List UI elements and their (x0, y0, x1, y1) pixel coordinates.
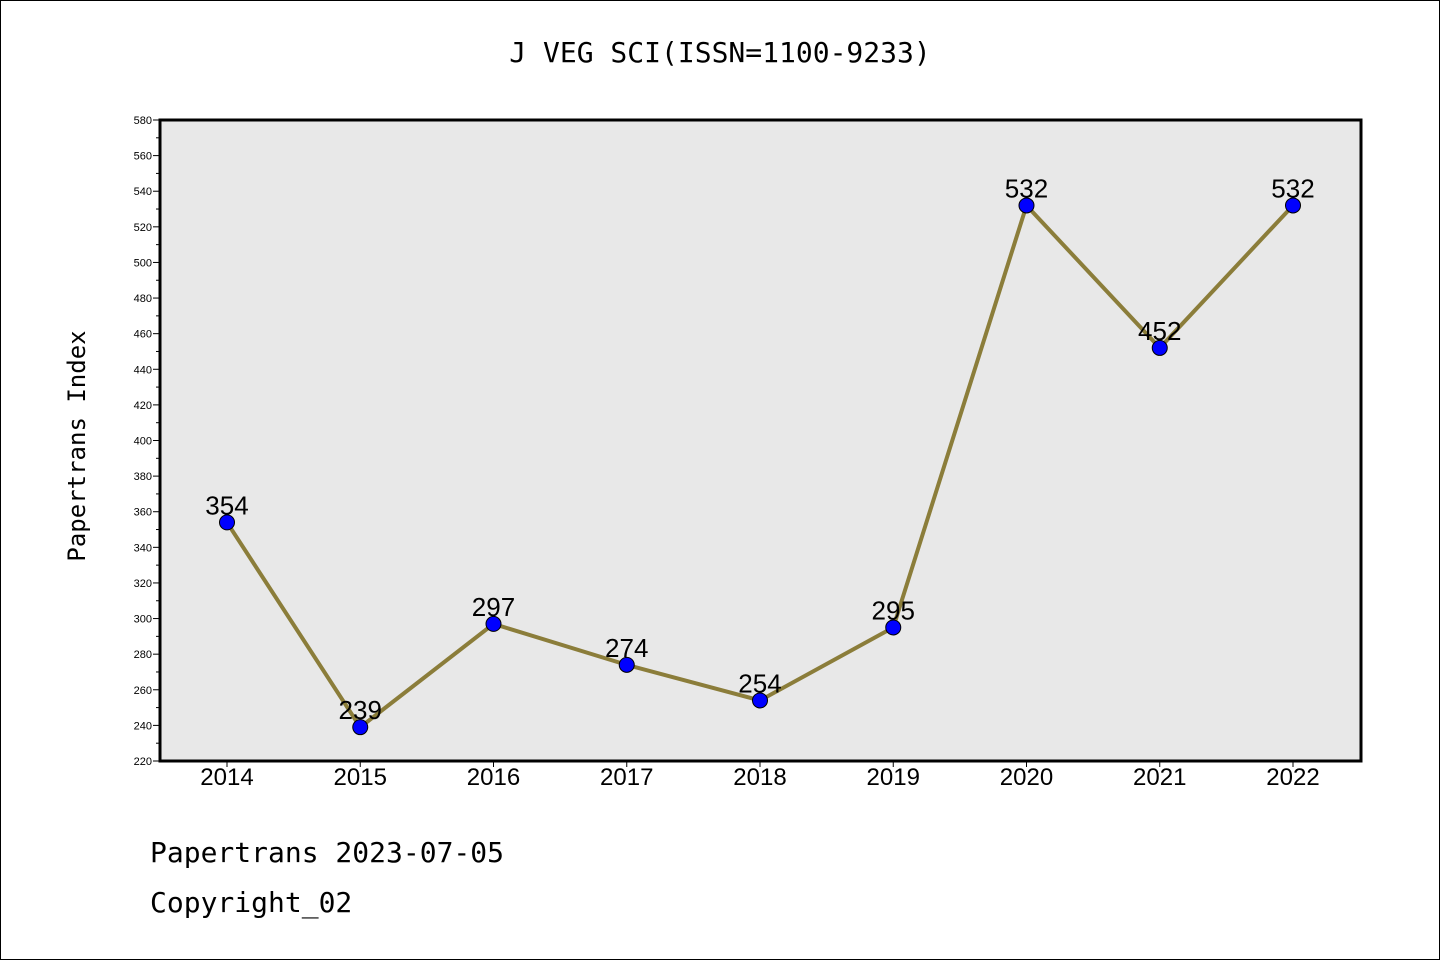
y-tick-label: 320 (134, 578, 152, 590)
x-tick-label: 2017 (600, 764, 653, 791)
y-tick-label: 420 (134, 400, 152, 412)
data-label: 254 (738, 668, 781, 698)
data-label: 239 (339, 695, 382, 725)
y-tick-label: 520 (134, 222, 152, 234)
data-point (618, 656, 635, 673)
data-label: 452 (1138, 316, 1181, 346)
data-labels: 354 239 297 274 254 295 532 452 532 (205, 173, 1314, 725)
x-tick-label: 2016 (467, 764, 520, 791)
data-point (1018, 197, 1035, 214)
y-tick-label: 340 (134, 542, 152, 554)
x-axis: 2014 2015 2016 2017 2018 2019 2020 2021 2022 (200, 761, 1320, 791)
y-tick-label: 380 (134, 471, 152, 483)
y-tick-label: 480 (134, 293, 152, 305)
data-point (219, 514, 235, 531)
y-axis-label: Papertrans Index (63, 330, 91, 561)
data-point (885, 619, 902, 636)
data-label: 297 (472, 592, 515, 622)
data-point (752, 692, 768, 709)
markers (219, 197, 1301, 736)
data-point (1151, 339, 1168, 356)
x-tick-label: 2018 (733, 764, 786, 791)
x-tick-label: 2022 (1266, 764, 1319, 791)
y-tick-label: 300 (134, 614, 152, 626)
y-tick-label: 360 (134, 507, 152, 519)
x-tick-label: 2014 (200, 764, 253, 791)
x-tick-label: 2015 (334, 764, 387, 791)
data-label: 295 (872, 595, 915, 625)
data-label: 532 (1271, 173, 1314, 203)
data-point (352, 719, 369, 736)
y-tick-label: 400 (134, 436, 152, 448)
y-tick-label: 540 (134, 186, 152, 198)
chart-title: J VEG SCI(ISSN=1100-9233) (509, 36, 931, 69)
data-label: 354 (205, 490, 248, 520)
x-tick-label: 2020 (1000, 764, 1053, 791)
y-tick-label: 440 (134, 364, 152, 376)
footer-copyright: Copyright_02 (150, 886, 353, 919)
y-tick-label: 220 (134, 756, 152, 768)
y-tick-label: 260 (134, 685, 152, 697)
y-tick-label: 280 (134, 649, 152, 661)
plot-area (158, 118, 1363, 763)
y-tick-label: 500 (134, 257, 152, 269)
y-tick-label: 460 (134, 329, 152, 341)
x-tick-label: 2019 (867, 764, 920, 791)
data-label: 532 (1005, 173, 1048, 203)
y-axis: 220 240 260 280 300 320 340 360 380 400 420 440 460 4… (134, 115, 160, 768)
y-tick-label: 240 (134, 720, 152, 732)
x-tick-label: 2021 (1133, 764, 1186, 791)
data-label: 274 (605, 633, 648, 663)
data-point (485, 615, 502, 632)
y-tick-label: 560 (134, 151, 152, 163)
footer-date: Papertrans 2023-07-05 (150, 836, 505, 869)
data-point (1285, 197, 1301, 214)
y-tick-label: 580 (134, 115, 152, 127)
